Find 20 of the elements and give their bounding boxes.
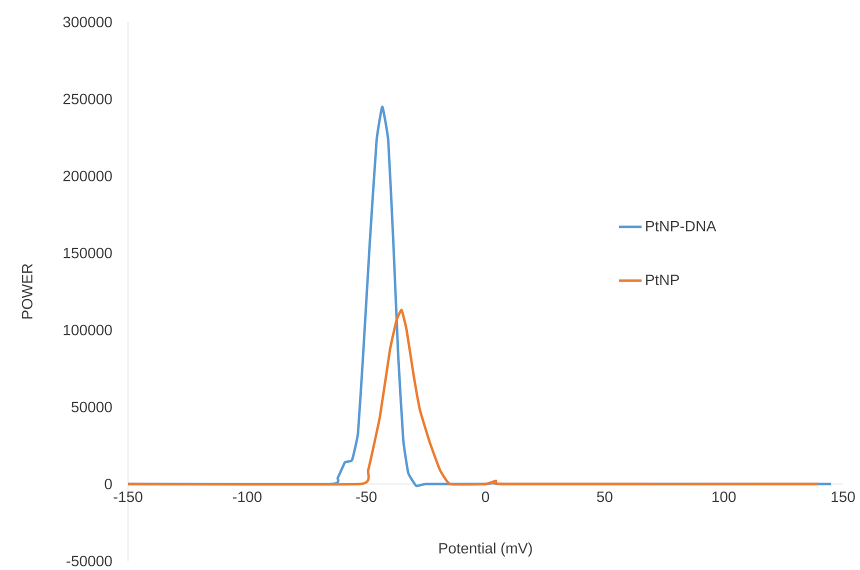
x-tick-label: -50 [356, 492, 377, 502]
y-tick-label: 100000 [64, 324, 112, 336]
y-axis-title: POWER [22, 264, 32, 319]
x-tick-label: 0 [482, 492, 490, 502]
y-tick-label: 200000 [63, 170, 112, 182]
y-tick-label: 250000 [63, 94, 112, 104]
y-tick-label: 50000 [72, 402, 112, 412]
y-tick-label: -50000 [66, 556, 112, 566]
legend-label: PtNP [646, 274, 679, 286]
legend-label: PtNP-DNA [646, 221, 716, 232]
x-tick-label: 150 [832, 492, 855, 502]
x-axis-title: Potential (mV) [439, 542, 532, 556]
x-tick-label: -150 [114, 492, 142, 502]
x-tick-label: 100 [712, 492, 736, 502]
x-tick-label: -100 [232, 492, 262, 502]
x-tick-label: 50 [596, 492, 612, 502]
y-tick-label: 0 [104, 478, 112, 490]
line-series [126, 308, 820, 486]
y-tick-label: 300000 [63, 16, 112, 28]
y-tick-label: 150000 [64, 248, 112, 258]
